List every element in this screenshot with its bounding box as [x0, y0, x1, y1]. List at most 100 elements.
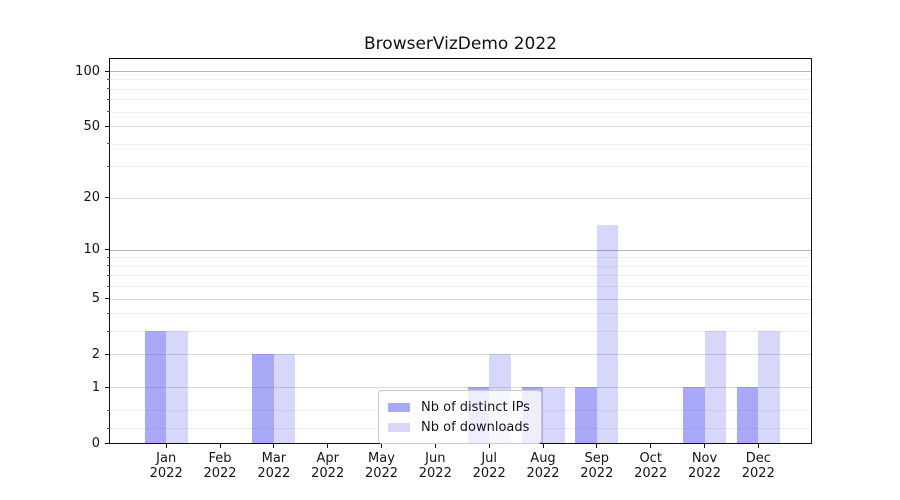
gridline-minor: [110, 275, 811, 277]
x-tick-month: Jan: [156, 451, 177, 466]
x-tick-year: 2022: [580, 466, 614, 481]
gridline-minor: [110, 111, 811, 113]
y-tick-mark: [105, 125, 110, 127]
x-tick-mark: [381, 443, 382, 448]
x-tick-label: Jan 2022: [134, 451, 198, 481]
legend-swatch-downloads: [388, 422, 410, 432]
bar-dec-distinct-ips: [736, 387, 759, 443]
gridline-major: [110, 249, 811, 251]
x-tick-mark: [165, 443, 167, 448]
y-minor-tick-mark: [107, 78, 110, 80]
y-tick-label: 50: [83, 118, 100, 134]
x-tick-month: May: [368, 451, 395, 466]
x-tick-month: Apr: [316, 451, 339, 466]
x-tick-label: Feb 2022: [188, 451, 252, 481]
x-tick-year: 2022: [257, 466, 291, 481]
x-tick-mark: [219, 443, 221, 448]
x-tick-label: Jun 2022: [403, 451, 467, 481]
x-tick-label: Apr 2022: [296, 451, 360, 481]
gridline-minor: [110, 331, 811, 333]
x-tick-year: 2022: [149, 466, 183, 481]
x-tick-label: Oct 2022: [619, 451, 683, 481]
legend-swatch-distinct-ips: [388, 402, 410, 412]
x-tick-year: 2022: [634, 466, 668, 481]
bar-dec-downloads: [758, 331, 780, 443]
x-tick-mark: [434, 443, 436, 448]
plot-area: Nb of distinct IPs Nb of downloads 0 1 2 5 1…: [75, 59, 811, 481]
y-minor-tick-mark: [107, 165, 110, 167]
bar-sep-distinct-ips: [575, 387, 597, 443]
bar-jan-downloads: [166, 331, 188, 443]
y-tick-mark: [105, 386, 110, 388]
x-tick-label: Nov 2022: [673, 451, 737, 481]
x-tick-year: 2022: [741, 466, 775, 481]
bar-jan-distinct-ips: [144, 331, 167, 443]
y-tick-label: 100: [75, 63, 100, 79]
gridline-major: [110, 387, 811, 389]
bar-nov-distinct-ips: [683, 387, 705, 443]
x-tick-mark: [542, 443, 544, 448]
chart-title: BrowserVizDemo 2022: [364, 34, 557, 54]
gridline-major: [110, 298, 811, 300]
y-tick-mark: [105, 353, 110, 355]
x-tick-label: Sep 2022: [565, 451, 629, 481]
gridline-minor: [110, 257, 811, 259]
gridline-minor: [110, 265, 811, 267]
x-tick-month: Oct: [639, 451, 662, 466]
bar-nov-downloads: [704, 331, 726, 443]
gridline-major: [110, 71, 811, 72]
gridline-minor: [110, 313, 811, 315]
y-minor-tick-mark: [107, 88, 110, 90]
y-minor-tick-mark: [107, 427, 110, 429]
gridline-minor: [110, 99, 811, 101]
gridline-major: [110, 126, 811, 128]
y-minor-tick-mark: [107, 98, 110, 100]
x-tick-label: May 2022: [350, 451, 414, 481]
x-tick-year: 2022: [472, 466, 506, 481]
y-minor-tick-mark: [107, 256, 110, 258]
x-tick-year: 2022: [418, 466, 452, 481]
x-tick-month: Nov: [691, 451, 718, 466]
x-tick-mark: [273, 443, 275, 448]
y-tick-mark: [105, 298, 110, 300]
y-tick-label: 1: [91, 379, 100, 395]
y-tick-label: 0: [91, 435, 100, 451]
gridline-minor: [110, 79, 811, 81]
y-tick-label: 2: [91, 346, 100, 362]
bar-sep-downloads: [596, 224, 619, 443]
x-tick-label: Aug 2022: [511, 451, 575, 481]
y-tick-label: 10: [83, 242, 100, 258]
legend-label: Nb of distinct IPs: [421, 399, 530, 415]
gridline-major: [110, 354, 811, 356]
x-tick-label: Jul 2022: [457, 451, 521, 481]
y-minor-tick-mark: [107, 111, 110, 113]
x-tick-month: Mar: [261, 451, 287, 466]
bar-aug-downloads: [543, 387, 565, 443]
x-tick-month: Jul: [481, 451, 498, 466]
x-tick-month: Aug: [530, 451, 556, 466]
y-tick-mark: [105, 442, 110, 444]
bar-mar-downloads: [273, 354, 296, 443]
y-minor-tick-mark: [107, 330, 110, 332]
y-minor-tick-mark: [107, 312, 110, 314]
y-tick-label: 20: [83, 190, 100, 206]
legend-item: Nb of distinct IPs: [388, 397, 532, 417]
y-minor-tick-mark: [107, 409, 110, 411]
x-tick-mark: [650, 443, 652, 448]
x-tick-month: Sep: [584, 451, 610, 466]
gridline-minor: [110, 286, 811, 288]
x-tick-year: 2022: [203, 466, 237, 481]
legend: Nb of distinct IPs Nb of downloads: [378, 390, 542, 444]
x-tick-mark: [488, 443, 490, 448]
x-tick-mark: [596, 443, 598, 448]
x-tick-mark: [704, 443, 705, 448]
y-tick-mark: [105, 249, 110, 251]
gridline-minor: [110, 166, 811, 168]
x-tick-label: Mar 2022: [242, 451, 306, 481]
x-tick-year: 2022: [311, 466, 345, 481]
x-tick-label: Dec 2022: [726, 451, 790, 481]
legend-item: Nb of downloads: [388, 417, 532, 437]
x-tick-year: 2022: [364, 466, 399, 481]
legend-label: Nb of downloads: [421, 419, 530, 435]
